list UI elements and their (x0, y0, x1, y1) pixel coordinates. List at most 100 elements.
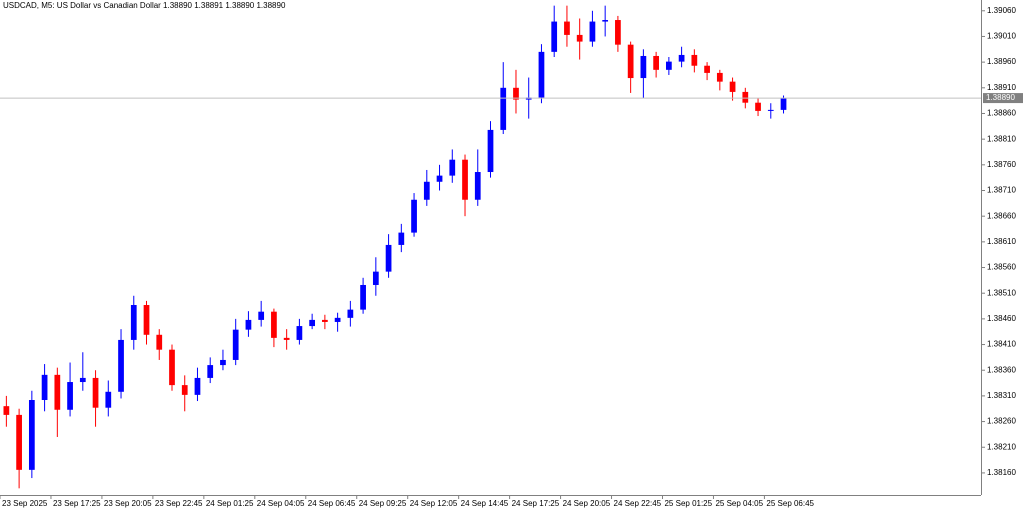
candle-body (258, 311, 265, 320)
candle-body (411, 199, 417, 233)
x-tick-label: 23 Sep 17:25 (53, 499, 101, 508)
candle-body (372, 271, 379, 285)
x-tick-label: 25 Sep 04:05 (715, 499, 763, 508)
y-tick-label: 1.39060 (987, 6, 1016, 15)
y-tick-label: 1.39010 (987, 32, 1016, 41)
candle-body (653, 55, 659, 70)
candle-body (729, 81, 736, 92)
candle-body (169, 349, 175, 386)
candle-body (589, 21, 596, 42)
x-tick-label: 23 Sep 20:05 (104, 499, 152, 508)
candle-body (105, 391, 112, 408)
x-tick-label: 24 Sep 22:45 (614, 499, 662, 508)
x-tick-label: 24 Sep 17:25 (512, 499, 560, 508)
chart-title: USDCAD, M5: US Dollar vs Canadian Dollar… (3, 1, 286, 10)
x-tick-label: 25 Sep 06:45 (766, 499, 814, 508)
y-tick-label: 1.38510 (987, 288, 1016, 297)
y-tick-label: 1.38610 (987, 237, 1016, 246)
price-label-box (983, 93, 1023, 104)
candle-body (767, 109, 774, 111)
candle-body (245, 319, 252, 330)
candle-body (640, 55, 647, 79)
candle-body (156, 334, 163, 350)
candle-body (449, 159, 456, 176)
candle-body (385, 244, 392, 272)
candle-body (194, 377, 201, 395)
x-tick-label: 24 Sep 12:05 (410, 499, 458, 508)
candle-body (716, 72, 723, 82)
candle-body (41, 374, 48, 401)
candle-body (436, 175, 443, 182)
candle-body (322, 319, 328, 322)
y-tick-label: 1.38460 (987, 314, 1016, 323)
candle-body (678, 54, 685, 62)
candle-body (67, 382, 73, 410)
candle-body (513, 87, 519, 100)
candle-body (487, 129, 494, 173)
candle-body (130, 305, 137, 340)
candle-body (665, 61, 672, 70)
candle-body (576, 34, 583, 42)
x-tick-label: 24 Sep 01:25 (206, 499, 254, 508)
candle-body (181, 385, 188, 395)
candle-body (143, 305, 150, 335)
y-tick-label: 1.38760 (987, 160, 1016, 169)
x-tick-label: 24 Sep 14:45 (461, 499, 509, 508)
candle-body (398, 232, 405, 245)
y-tick-label: 1.38160 (987, 468, 1016, 477)
candle-body (704, 65, 710, 73)
x-tick-label: 24 Sep 04:05 (257, 499, 305, 508)
candle-body (309, 319, 316, 327)
candle-body (296, 326, 303, 340)
candle-body (283, 337, 290, 340)
candle-body (423, 181, 430, 200)
y-tick-label: 1.38860 (987, 109, 1016, 118)
candle-body (525, 97, 532, 100)
candle-body (207, 365, 214, 378)
x-tick-label: 23 Sep 2025 (2, 499, 48, 508)
candle-body (564, 21, 570, 35)
x-tick-label: 24 Sep 06:45 (308, 499, 356, 508)
y-tick-label: 1.38560 (987, 263, 1016, 272)
candle-body (755, 102, 761, 111)
y-tick-label: 1.38660 (987, 211, 1016, 220)
price-label: 1.38890 (986, 93, 1015, 102)
candle-body (742, 91, 749, 103)
candle-body (538, 51, 545, 98)
y-tick-label: 1.38910 (987, 83, 1016, 92)
y-tick-label: 1.38310 (987, 391, 1016, 400)
candle-body (691, 54, 698, 66)
y-tick-label: 1.38410 (987, 340, 1016, 349)
candle-body (3, 406, 10, 415)
candle-body (232, 329, 239, 360)
candle-body (474, 172, 481, 200)
y-tick-label: 1.38810 (987, 134, 1016, 143)
candle-body (551, 21, 558, 52)
y-tick-label: 1.38960 (987, 57, 1016, 66)
candle-body (220, 359, 226, 366)
candle-body (79, 377, 86, 383)
candle-body (627, 44, 634, 79)
candle-body (16, 414, 22, 470)
candle-body (347, 309, 354, 318)
candle-body (462, 159, 468, 200)
y-tick-label: 1.38710 (987, 186, 1016, 195)
y-tick-label: 1.38360 (987, 365, 1016, 374)
candle-body (271, 311, 277, 338)
candle-body (334, 317, 341, 322)
candle-body (602, 20, 609, 22)
candle-body (28, 400, 35, 470)
candle-body (54, 374, 61, 410)
candle-body (92, 377, 99, 408)
x-tick-label: 23 Sep 22:45 (155, 499, 203, 508)
candle-body (615, 20, 621, 45)
y-tick-label: 1.38210 (987, 442, 1016, 451)
candle-body (780, 98, 787, 110)
candle-body (500, 87, 507, 130)
x-tick-label: 25 Sep 01:25 (664, 499, 712, 508)
x-tick-label: 24 Sep 20:05 (563, 499, 611, 508)
candle-body (360, 284, 366, 310)
x-tick-label: 24 Sep 09:25 (359, 499, 407, 508)
